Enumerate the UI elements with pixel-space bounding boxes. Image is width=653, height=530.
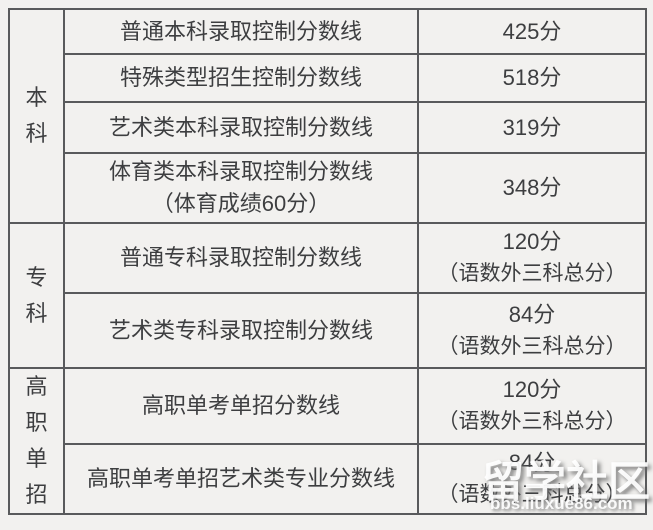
item-note: （体育成绩60分） [151, 191, 331, 216]
item-cell: 普通专科录取控制分数线 [63, 222, 419, 294]
score-value: 120分 [502, 229, 562, 254]
item-name: 特殊类型招生控制分数线 [119, 65, 362, 90]
item-cell: 高职单考单招艺术类专业分数线 [63, 443, 419, 515]
score-cell: 319分 [417, 101, 647, 154]
item-name: 高职单考单招艺术类专业分数线 [86, 466, 395, 491]
score-value: 319分 [502, 114, 562, 140]
category-char: 专 [25, 264, 48, 290]
score-value: 518分 [502, 65, 562, 90]
score-cell: 120分 （语数外三科总分） [417, 367, 647, 445]
item-name: 高职单考单招分数线 [141, 393, 340, 418]
item-cell: 体育类本科录取控制分数线 （体育成绩60分） [63, 152, 419, 224]
item-name: 艺术类专科录取控制分数线 [108, 317, 373, 343]
category-char: 高 [25, 374, 48, 399]
item-name: 体育类本科录取控制分数线 [108, 159, 373, 184]
scores-table: 本 科 普通本科录取控制分数线 425分 特殊类型招生控制分数线 518分 艺术… [8, 8, 647, 515]
score-note: （语数外三科总分） [437, 483, 627, 506]
item-name: 普通专科录取控制分数线 [119, 245, 362, 270]
category-cell-benke: 本 科 [8, 8, 65, 224]
score-cell: 518分 [417, 53, 647, 103]
category-char: 本 [25, 85, 48, 110]
item-cell: 特殊类型招生控制分数线 [63, 53, 419, 103]
score-value: 348分 [502, 175, 562, 200]
score-note: （语数外三科总分） [437, 334, 627, 358]
score-cell: 84分 （语数外三科总分） [417, 292, 647, 369]
score-note: （语数外三科总分） [437, 410, 627, 433]
item-name: 普通本科录取控制分数线 [119, 18, 362, 44]
score-note: （语数外三科总分） [437, 262, 627, 285]
item-cell: 普通本科录取控制分数线 [63, 8, 419, 55]
score-cell: 348分 [417, 152, 647, 224]
score-value: 84分 [508, 301, 556, 327]
score-value: 84分 [508, 450, 556, 475]
score-value: 425分 [502, 18, 562, 44]
score-cell: 84分 （语数外三科总分） [417, 443, 647, 515]
category-char: 职 [25, 410, 48, 435]
item-cell: 高职单考单招分数线 [63, 367, 419, 445]
score-value: 120分 [502, 377, 562, 402]
item-cell: 艺术类专科录取控制分数线 [63, 292, 419, 369]
score-cell: 120分 （语数外三科总分） [417, 222, 647, 294]
category-char: 招 [25, 482, 48, 507]
category-char: 科 [25, 121, 48, 146]
score-cell: 425分 [417, 8, 647, 55]
category-cell-zhuanke: 专 科 [8, 222, 65, 369]
category-char: 单 [25, 446, 48, 471]
item-cell: 艺术类本科录取控制分数线 [63, 101, 419, 154]
category-char: 科 [25, 300, 48, 326]
category-cell-gaozhidanzhao: 高 职 单 招 [8, 367, 65, 515]
item-name: 艺术类本科录取控制分数线 [108, 114, 373, 140]
